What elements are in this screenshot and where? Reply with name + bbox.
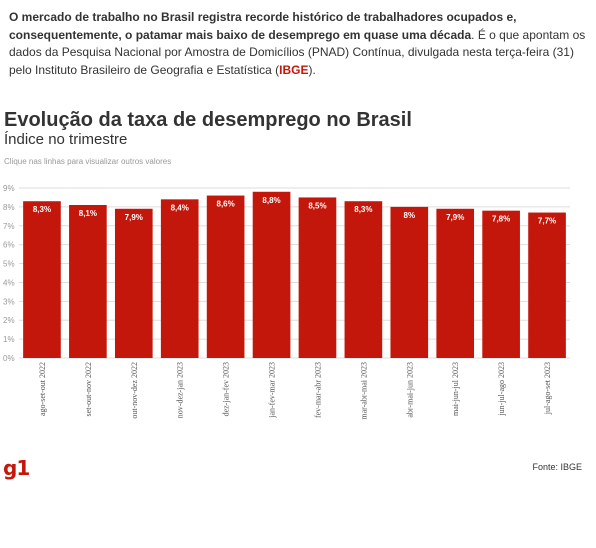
data-label: 8,6% [217,200,235,209]
bar[interactable] [298,197,337,358]
intro-end-text: ). [308,62,316,77]
y-tick-label: 8% [3,203,15,212]
bar[interactable] [436,208,475,358]
x-tick-label: jan-fev-mar 2023 [268,362,277,419]
bar[interactable] [206,195,245,358]
bar[interactable] [344,201,383,358]
x-tick-label: mar-abr-mai 2023 [359,362,368,420]
x-tick-label: ago-set-out 2022 [38,362,47,416]
bar[interactable] [114,208,153,358]
x-axis-ticks: ago-set-out 2022 set-out-nov 2022 out-nov-… [38,362,552,420]
data-label: 7,7% [538,217,556,226]
x-tick-label: jul-ago-set 2023 [543,362,552,415]
x-tick-label: nov-dez-jan 2023 [176,362,185,418]
y-tick-label: 6% [3,241,15,250]
chart-hint: Clique nas linhas para visualizar outros… [4,157,172,166]
source-text: Fonte: IBGE [532,462,582,472]
bar[interactable] [252,191,291,358]
bar[interactable] [23,201,61,358]
intro-normal-text: . É o que apontam os dados da Pesquisa N… [9,27,586,77]
y-axis-ticks: 0% 1% 2% 3% 4% 5% 6% 7% 8% 9% [3,184,15,363]
y-tick-label: 9% [3,184,15,193]
chart-title: Evolução da taxa de desemprego no Brasil [4,109,412,131]
data-label: 8,4% [171,203,189,212]
ibge-highlight: IBGE [279,62,309,77]
x-tick-label: set-out-nov 2022 [84,362,93,416]
intro-bold-text: O mercado de trabalho no Brasil registra… [9,10,517,42]
data-label: 7,8% [492,215,510,224]
x-tick-label: mai-jun-jul 2023 [451,362,460,416]
y-tick-label: 5% [3,260,15,269]
data-label: 7,9% [446,213,464,222]
x-tick-label: fev-mar-abr 2023 [313,362,322,418]
data-label: 8% [404,211,416,220]
y-tick-label: 2% [3,316,15,325]
g1-logo: g1 [3,456,30,480]
bar-chart: 0% 1% 2% 3% 4% 5% 6% 7% 8% 9% 8,3% 8,1% 7,9% 8,4% 8,6… [3,184,570,420]
data-labels: 8,3% 8,1% 7,9% 8,4% 8,6% 8,8% 8,5% 8,3% 8% 7,9% 7,… [33,196,556,226]
data-label: 8,5% [308,201,326,210]
y-tick-label: 3% [3,297,15,306]
bar[interactable] [482,210,520,358]
y-tick-label: 4% [3,278,15,287]
bar[interactable] [528,212,566,358]
data-label: 8,1% [79,209,97,218]
x-tick-label: dez-jan-fev 2023 [222,362,231,416]
y-tick-label: 1% [3,335,15,344]
bars[interactable] [23,191,566,358]
bar[interactable] [69,205,107,358]
bar[interactable] [390,206,429,358]
x-tick-label: jun-jul-ago 2023 [497,362,506,417]
data-label: 8,3% [354,205,372,214]
data-label: 7,9% [125,213,143,222]
x-tick-label: abr-mai-jun 2023 [405,362,414,418]
x-tick-label: out-nov-dez 2022 [130,362,139,419]
gridlines [19,187,570,359]
bar[interactable] [160,199,199,358]
intro-paragraph: O mercado de trabalho no Brasil registra… [9,9,589,79]
chart-subtitle: Índice no trimestre [4,131,128,148]
y-tick-label: 0% [3,354,15,363]
y-tick-label: 7% [3,222,15,231]
data-label: 8,3% [33,205,51,214]
data-label: 8,8% [262,196,280,205]
